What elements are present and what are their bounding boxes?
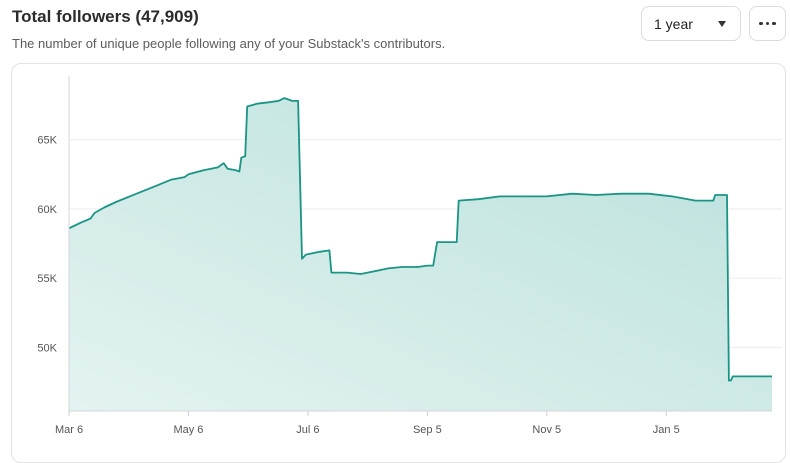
x-tick-label: Jul 6 bbox=[296, 424, 319, 436]
ellipsis-icon bbox=[759, 21, 776, 26]
y-tick-label: 55K bbox=[37, 273, 57, 285]
x-tick-label: May 6 bbox=[173, 424, 203, 436]
caret-down-icon bbox=[718, 20, 726, 27]
y-tick-label: 65K bbox=[37, 135, 57, 147]
date-range-label: 1 year bbox=[654, 15, 693, 32]
chart-card: 50K 55K 60K 65K Mar 6 May 6 Jul 6 Sep 5 Nov 5 Jan… bbox=[11, 63, 786, 463]
x-tick-label: Nov 5 bbox=[532, 424, 561, 436]
x-tick-label: Mar 6 bbox=[55, 424, 83, 436]
x-tick-label: Jan 5 bbox=[653, 424, 680, 436]
page-title: Total followers (47,909) bbox=[12, 7, 199, 26]
date-range-dropdown[interactable]: 1 year bbox=[641, 6, 741, 41]
y-tick-label: 60K bbox=[37, 204, 57, 216]
more-options-button[interactable] bbox=[749, 6, 786, 41]
series-area bbox=[69, 98, 772, 411]
header: Total followers (47,909) The number of u… bbox=[12, 6, 445, 52]
page-subtitle: The number of unique people following an… bbox=[12, 36, 446, 51]
series-line bbox=[68, 97, 772, 382]
followers-area-chart[interactable]: 50K 55K 60K 65K Mar 6 May 6 Jul 6 Sep 5 Nov 5 Jan… bbox=[12, 64, 787, 449]
x-tick-label: Sep 5 bbox=[413, 424, 442, 436]
y-tick-label: 50K bbox=[37, 342, 57, 354]
